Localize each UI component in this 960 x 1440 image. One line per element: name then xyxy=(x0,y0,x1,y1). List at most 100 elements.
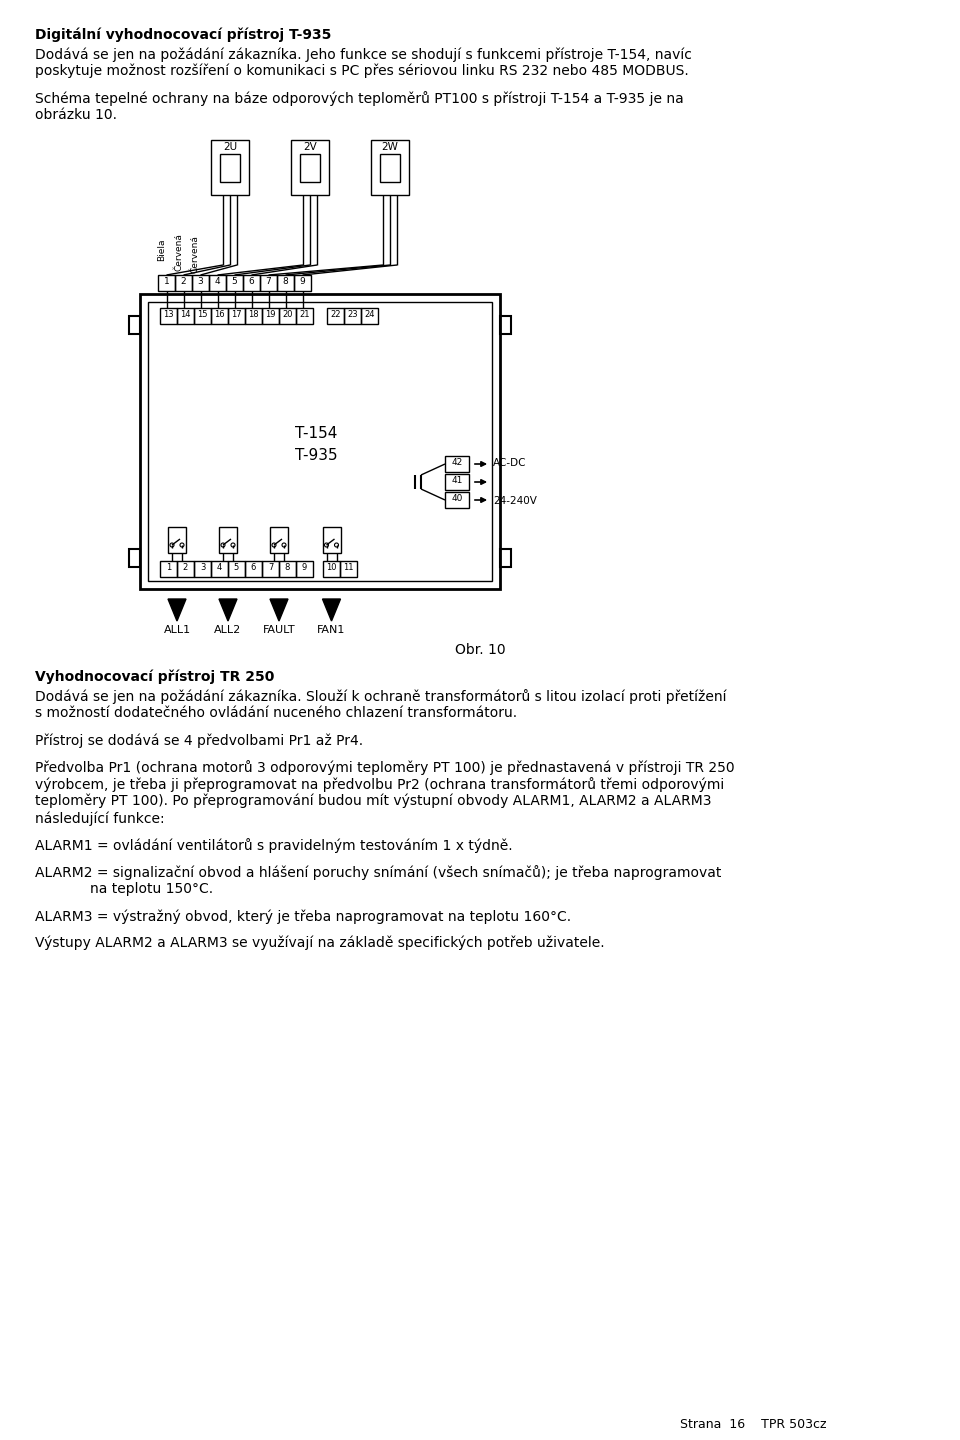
Text: Předvolba Pr1 (ochrana motorů 3 odporovými teploměry PT 100) je přednastavená v : Předvolba Pr1 (ochrana motorů 3 odporový… xyxy=(35,760,734,775)
Bar xyxy=(245,308,262,324)
Polygon shape xyxy=(270,599,288,621)
Text: 11: 11 xyxy=(344,563,353,572)
Text: 1: 1 xyxy=(166,563,171,572)
Text: 10: 10 xyxy=(326,563,337,572)
Text: 7: 7 xyxy=(268,563,274,572)
Bar xyxy=(245,562,262,577)
Text: 23: 23 xyxy=(348,310,358,320)
Bar xyxy=(129,315,140,334)
Bar xyxy=(277,275,294,291)
Text: 5: 5 xyxy=(234,563,239,572)
Text: 2: 2 xyxy=(180,276,186,287)
Bar xyxy=(380,154,400,181)
Bar xyxy=(445,474,469,490)
Text: Vyhodnocovací přístroj TR 250: Vyhodnocovací přístroj TR 250 xyxy=(35,670,275,684)
Text: 16: 16 xyxy=(214,310,225,320)
Bar xyxy=(148,302,492,580)
Bar xyxy=(500,549,511,567)
Text: 17: 17 xyxy=(231,310,242,320)
Text: T-935: T-935 xyxy=(295,448,338,464)
Text: 14: 14 xyxy=(180,310,191,320)
Bar xyxy=(445,492,469,508)
Bar xyxy=(192,275,209,291)
Bar xyxy=(296,308,313,324)
Bar xyxy=(279,308,296,324)
Bar xyxy=(361,308,378,324)
Bar xyxy=(323,562,340,577)
Text: 8: 8 xyxy=(285,563,290,572)
Text: Přístroj se dodává se 4 předvolbami Pr1 až Pr4.: Přístroj se dodává se 4 předvolbami Pr1 … xyxy=(35,733,363,747)
Bar xyxy=(270,527,288,553)
Text: 2: 2 xyxy=(182,563,188,572)
Text: Biela: Biela xyxy=(157,239,166,261)
Bar xyxy=(211,308,228,324)
Text: 5: 5 xyxy=(231,276,237,287)
Bar xyxy=(129,549,140,567)
Text: Červená: Červená xyxy=(174,233,183,271)
Text: 6: 6 xyxy=(249,276,254,287)
Text: 4: 4 xyxy=(215,276,220,287)
Bar xyxy=(175,275,192,291)
Bar xyxy=(340,562,357,577)
Text: 9: 9 xyxy=(300,276,305,287)
Bar xyxy=(177,562,194,577)
Text: 7: 7 xyxy=(266,276,272,287)
Text: 19: 19 xyxy=(265,310,276,320)
Bar xyxy=(140,294,500,589)
Text: 41: 41 xyxy=(451,477,463,485)
Text: 4: 4 xyxy=(217,563,222,572)
Text: poskytuje možnost rozšíření o komunikaci s PC přes sériovou linku RS 232 nebo 48: poskytuje možnost rozšíření o komunikaci… xyxy=(35,63,688,79)
Bar xyxy=(300,154,320,181)
Text: FAN1: FAN1 xyxy=(318,625,346,635)
Text: ALARM3 = výstražný obvod, který je třeba naprogramovat na teplotu 160°C.: ALARM3 = výstražný obvod, který je třeba… xyxy=(35,909,571,923)
Bar xyxy=(158,275,175,291)
Text: ALARM2 = signalizační obvod a hlášení poruchy snímání (všech snímačů); je třeba : ALARM2 = signalizační obvod a hlášení po… xyxy=(35,865,721,880)
Bar xyxy=(194,562,211,577)
Bar xyxy=(262,562,279,577)
Bar xyxy=(168,527,186,553)
Text: výrobcem, je třeba ji přeprogramovat na předvolbu Pr2 (ochrana transformátorů tř: výrobcem, je třeba ji přeprogramovat na … xyxy=(35,778,724,792)
Text: 3: 3 xyxy=(198,276,204,287)
Text: 3: 3 xyxy=(200,563,205,572)
Text: 9: 9 xyxy=(301,563,307,572)
Bar xyxy=(371,140,409,194)
Text: ALL2: ALL2 xyxy=(214,625,242,635)
Text: na teplotu 150°C.: na teplotu 150°C. xyxy=(90,881,213,896)
Text: ALL1: ALL1 xyxy=(163,625,191,635)
Bar xyxy=(243,275,260,291)
Text: Schéma tepelné ochrany na báze odporových teploměrů PT100 s přístroji T-154 a T-: Schéma tepelné ochrany na báze odporovýc… xyxy=(35,91,684,107)
Text: 2U: 2U xyxy=(223,143,237,153)
Text: T-154: T-154 xyxy=(295,426,337,441)
Bar xyxy=(219,527,237,553)
Text: následující funkce:: následující funkce: xyxy=(35,811,164,825)
Text: teploměry PT 100). Po přeprogramování budou mít výstupní obvody ALARM1, ALARM2 a: teploměry PT 100). Po přeprogramování bu… xyxy=(35,793,711,808)
Bar xyxy=(160,562,177,577)
Text: 20: 20 xyxy=(282,310,293,320)
Text: 40: 40 xyxy=(451,494,463,503)
Text: FAULT: FAULT xyxy=(263,625,296,635)
Bar xyxy=(209,275,226,291)
Text: 42: 42 xyxy=(451,458,463,467)
Polygon shape xyxy=(323,599,341,621)
Text: AC-DC: AC-DC xyxy=(493,458,526,468)
Bar xyxy=(260,275,277,291)
Text: Strana  16    TPR 503cz: Strana 16 TPR 503cz xyxy=(680,1418,827,1431)
Text: ALARM1 = ovládání ventilátorů s pravidelným testováním 1 x týdně.: ALARM1 = ovládání ventilátorů s pravidel… xyxy=(35,838,513,852)
Bar xyxy=(291,140,329,194)
Bar xyxy=(220,154,240,181)
Bar xyxy=(296,562,313,577)
Bar xyxy=(327,308,344,324)
Bar xyxy=(160,308,177,324)
Bar xyxy=(294,275,311,291)
Bar xyxy=(228,308,245,324)
Bar xyxy=(279,562,296,577)
Text: Digitální vyhodnocovací přístroj T-935: Digitální vyhodnocovací přístroj T-935 xyxy=(35,27,331,43)
Text: 24: 24 xyxy=(364,310,374,320)
Polygon shape xyxy=(168,599,186,621)
Bar xyxy=(500,315,511,334)
Bar xyxy=(226,275,243,291)
Text: Obr. 10: Obr. 10 xyxy=(455,644,505,657)
Text: obrázku 10.: obrázku 10. xyxy=(35,108,117,122)
Text: Červená: Červená xyxy=(191,235,200,274)
Text: 24-240V: 24-240V xyxy=(493,495,537,505)
